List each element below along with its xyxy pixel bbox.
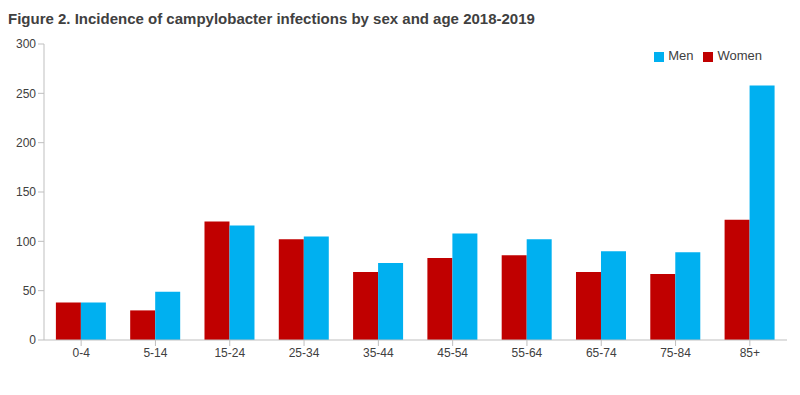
svg-text:150: 150 — [16, 185, 36, 199]
svg-text:85+: 85+ — [740, 346, 760, 360]
svg-text:35-44: 35-44 — [363, 346, 394, 360]
svg-text:45-54: 45-54 — [437, 346, 468, 360]
svg-text:200: 200 — [16, 136, 36, 150]
svg-text:0-4: 0-4 — [72, 346, 90, 360]
html-text:Women: Women — [717, 48, 762, 63]
svg-text:50: 50 — [23, 284, 37, 298]
svg-text:65-74: 65-74 — [586, 346, 617, 360]
svg-text:0: 0 — [29, 333, 36, 347]
svg-text:75-84: 75-84 — [660, 346, 691, 360]
svg-text:250: 250 — [16, 87, 36, 101]
svg-text:55-64: 55-64 — [512, 346, 543, 360]
svg-text:5-14: 5-14 — [143, 346, 167, 360]
svg-text:300: 300 — [16, 37, 36, 51]
svg-text:15-24: 15-24 — [214, 346, 245, 360]
svg-text:25-34: 25-34 — [289, 346, 320, 360]
html-text:Figure 2. Incidence of campylo: Figure 2. Incidence of campylobacter inf… — [8, 10, 535, 27]
html-text:Men: Men — [668, 48, 694, 63]
svg-text:100: 100 — [16, 235, 36, 249]
